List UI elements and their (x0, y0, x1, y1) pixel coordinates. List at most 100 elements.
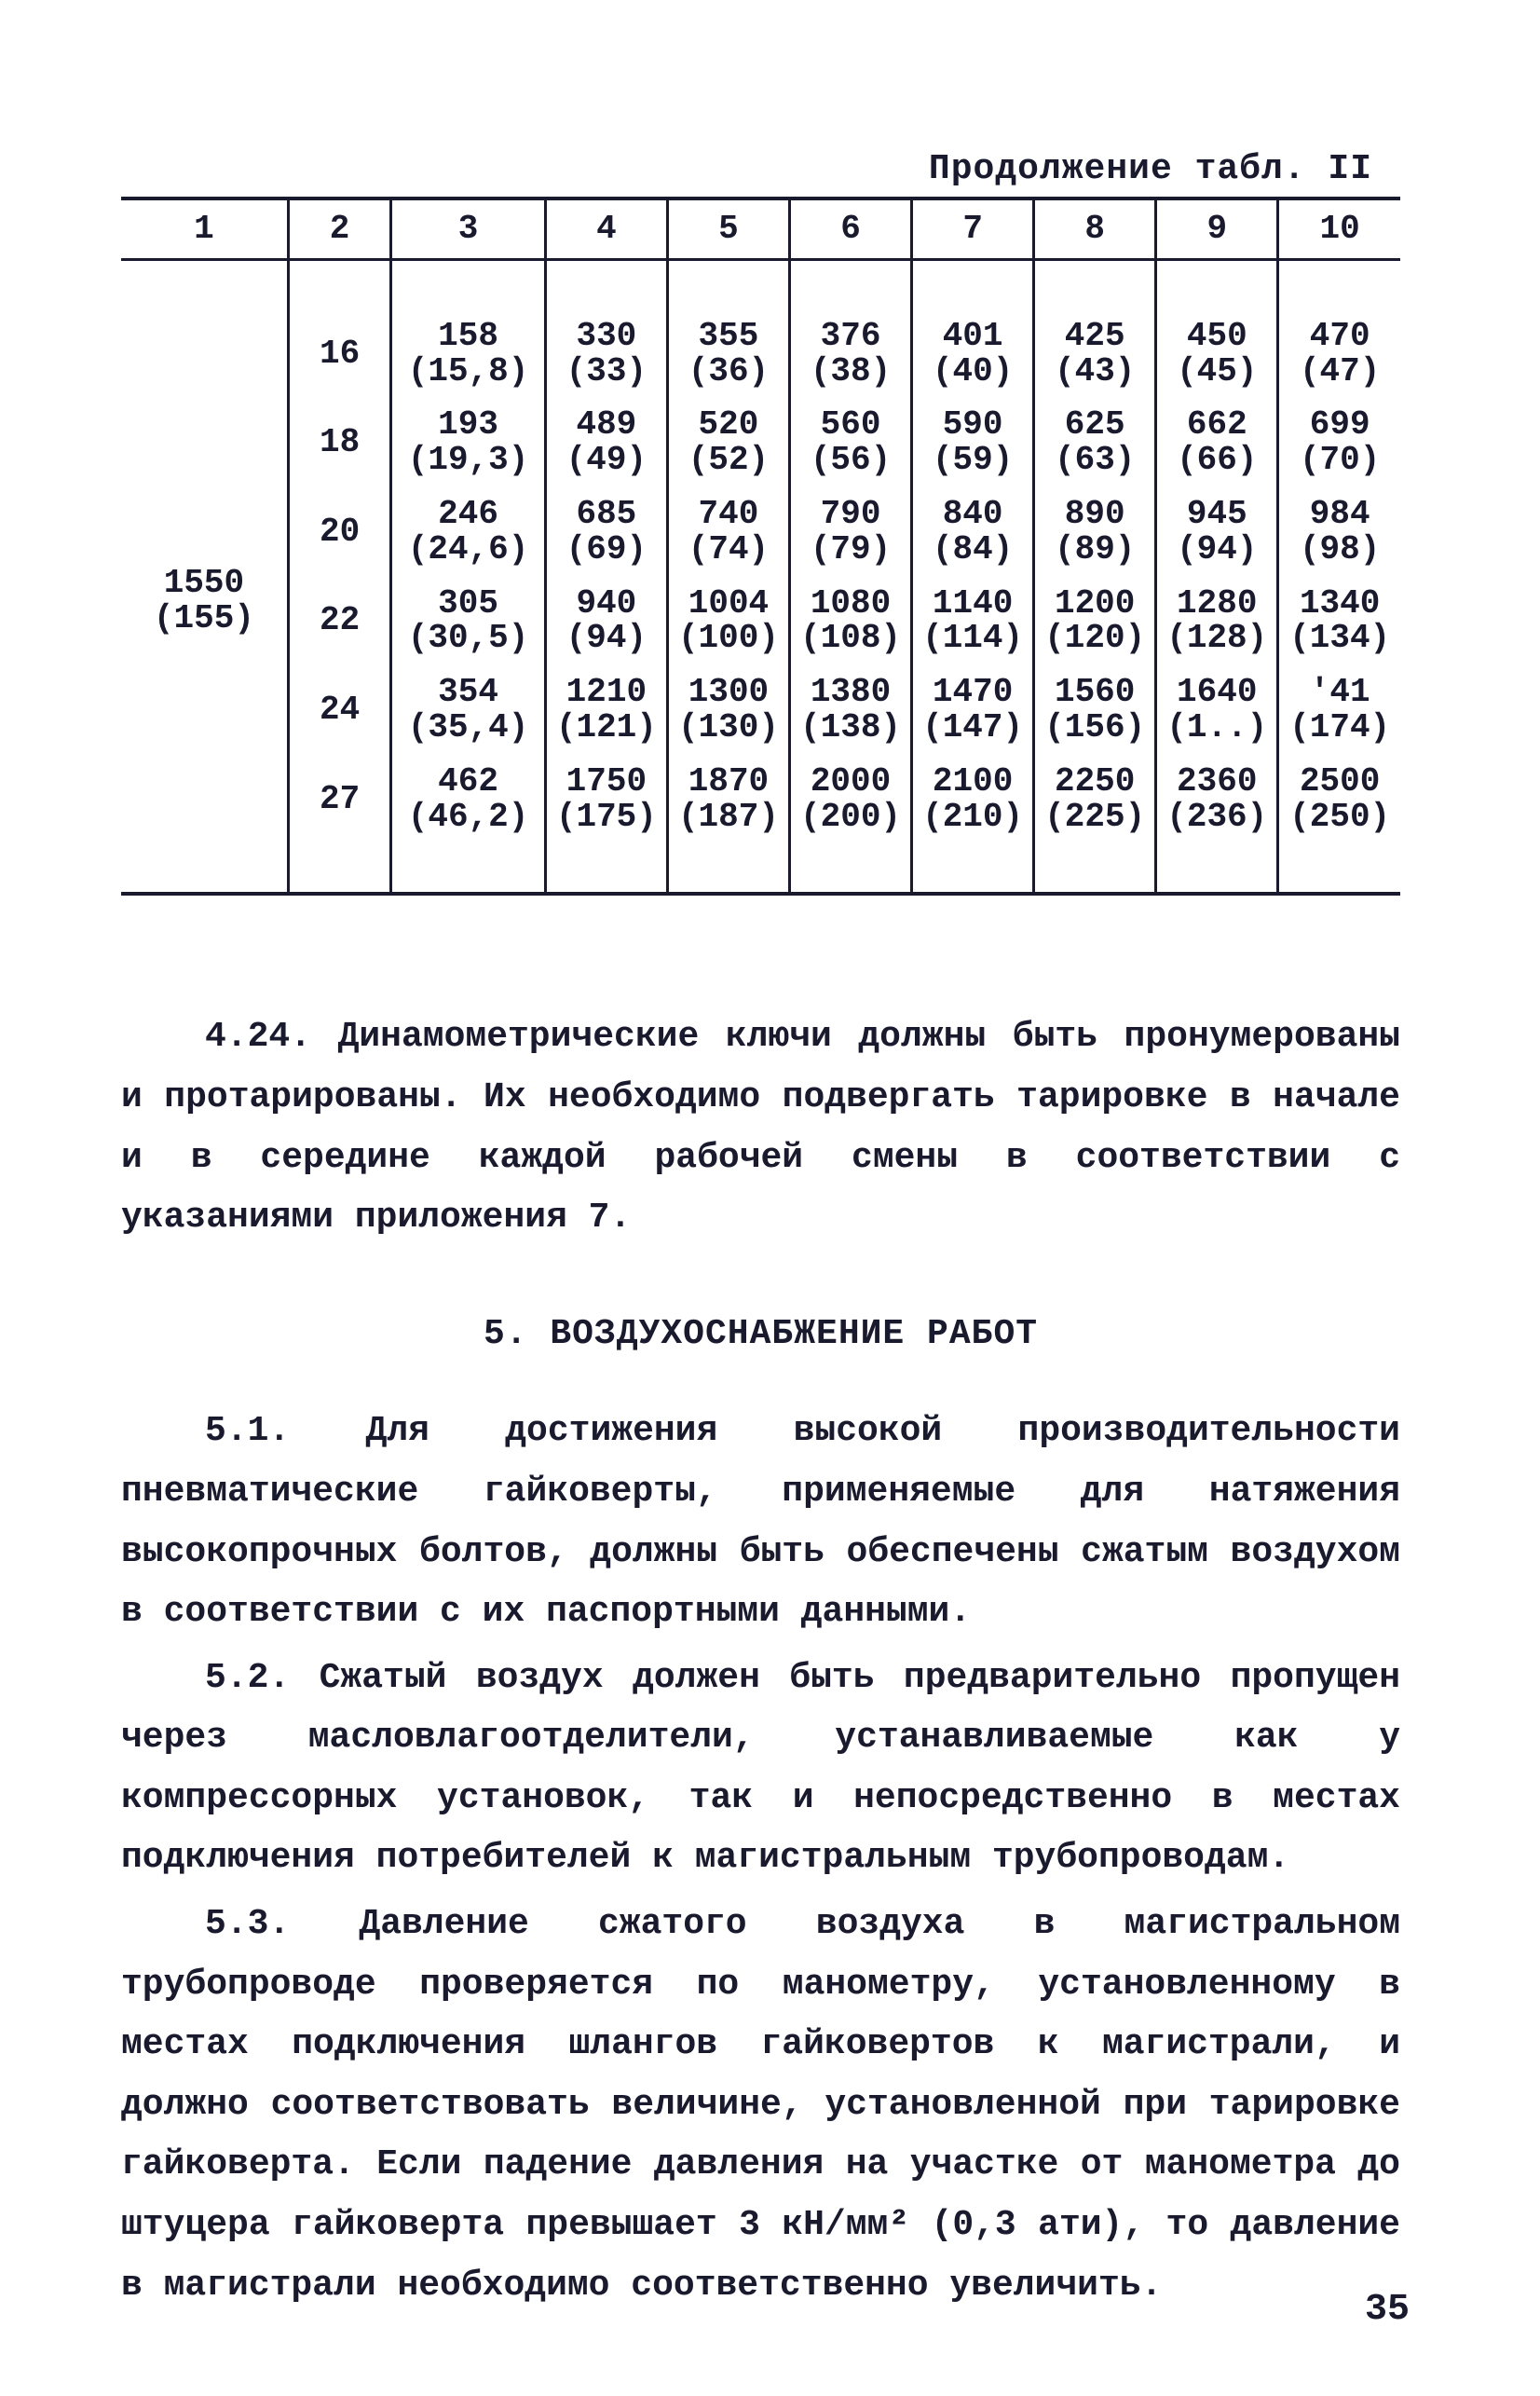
page-number: 35 (1365, 2289, 1410, 2331)
col-header: 9 (1156, 200, 1278, 259)
value-pair: 401(40) (933, 319, 1013, 390)
value-pair: '41(174) (1289, 675, 1390, 746)
value-pair: 1750(175) (556, 764, 657, 835)
value-pair: 193(19,3) (408, 407, 529, 478)
paragraph-5-1: 5.1. Для достижения высокой производител… (121, 1402, 1400, 1642)
col-header: 4 (545, 200, 667, 259)
col-header: 1 (121, 200, 288, 259)
data-cell: 425(43) (1034, 309, 1156, 399)
data-cell: 1080(108) (790, 577, 912, 666)
data-cell: 354(35,4) (391, 665, 546, 755)
value-pair: 940(94) (566, 586, 647, 657)
data-cell: 1140(114) (912, 577, 1034, 666)
body-text: 4.24. Динамометрические ключи должны быт… (121, 1007, 1400, 2316)
data-cell: 1470(147) (912, 665, 1034, 755)
data-cell: 1750(175) (545, 755, 667, 844)
data-table: 1 2 3 4 5 6 7 8 9 10 1550(155)16158(15,8… (121, 200, 1400, 892)
data-cell: 699(70) (1278, 398, 1400, 487)
data-cell: 1280(128) (1156, 577, 1278, 666)
data-cell: 1870(187) (667, 755, 789, 844)
value-pair: 1870(187) (678, 764, 779, 835)
value-pair: 1140(114) (922, 586, 1023, 657)
value-pair: 2000(200) (800, 764, 901, 835)
col-header: 2 (288, 200, 390, 259)
data-cell: 790(79) (790, 487, 912, 577)
value-pair: 354(35,4) (408, 675, 529, 746)
value-pair: 662(66) (1177, 407, 1257, 478)
value-pair: 1340(134) (1289, 586, 1390, 657)
value-pair: 945(94) (1177, 497, 1257, 568)
bottom-rule (121, 892, 1400, 896)
data-cell: 1200(120) (1034, 577, 1156, 666)
value-pair: 376(38) (811, 319, 891, 390)
value-pair: 2500(250) (1289, 764, 1390, 835)
paragraph-4-24: 4.24. Динамометрические ключи должны быт… (121, 1007, 1400, 1248)
value-pair: 685(69) (566, 497, 647, 568)
value-pair: 305(30,5) (408, 586, 529, 657)
data-cell: 355(36) (667, 309, 789, 399)
table-row: 24354(35,4)1210(121)1300(130)1380(138)14… (121, 665, 1400, 755)
data-cell: 740(74) (667, 487, 789, 577)
data-cell: 401(40) (912, 309, 1034, 399)
col-header: 5 (667, 200, 789, 259)
row-group-label: 1550(155) (121, 309, 288, 893)
value-pair: 2360(236) (1166, 764, 1267, 835)
col-header: 3 (391, 200, 546, 259)
paragraph-5-3: 5.3. Давление сжатого воздуха в магистра… (121, 1895, 1400, 2316)
data-cell: 470(47) (1278, 309, 1400, 399)
value-pair: 520(52) (688, 407, 769, 478)
data-cell: 2250(225) (1034, 755, 1156, 844)
col2-value: 16 (288, 309, 390, 399)
value-pair: 840(84) (933, 497, 1013, 568)
col2-value: 18 (288, 398, 390, 487)
value-pair: 1550(155) (154, 566, 254, 637)
table-spacer (121, 259, 1400, 309)
value-pair: 2250(225) (1044, 764, 1145, 835)
value-pair: 790(79) (811, 497, 891, 568)
value-pair: 984(98) (1300, 497, 1380, 568)
data-cell: 625(63) (1034, 398, 1156, 487)
data-cell: 193(19,3) (391, 398, 546, 487)
value-pair: 625(63) (1055, 407, 1135, 478)
data-cell: 840(84) (912, 487, 1034, 577)
value-pair: 246(24,6) (408, 497, 529, 568)
data-cell: 158(15,8) (391, 309, 546, 399)
data-cell: 450(45) (1156, 309, 1278, 399)
value-pair: 1560(156) (1044, 675, 1145, 746)
col-header: 8 (1034, 200, 1156, 259)
data-cell: 1004(100) (667, 577, 789, 666)
col2-value: 27 (288, 755, 390, 844)
data-cell: 376(38) (790, 309, 912, 399)
value-pair: 355(36) (688, 319, 769, 390)
data-cell: 246(24,6) (391, 487, 546, 577)
col2-value: 20 (288, 487, 390, 577)
data-cell: 520(52) (667, 398, 789, 487)
table-row: 22 305(30,5) 940(94) 1004(100) 1080(108) 1140… (121, 577, 1400, 666)
value-pair: 1004(100) (678, 586, 779, 657)
table-row: 27 462(46,2) 1750(175) 1870(187) 2000(200) 21… (121, 755, 1400, 844)
value-pair: 590(59) (933, 407, 1013, 478)
value-pair: 2100(210) (922, 764, 1023, 835)
table-caption: Продолжение табл. II (121, 149, 1372, 189)
data-cell: 2000(200) (790, 755, 912, 844)
col-header: 7 (912, 200, 1034, 259)
data-cell: 1380(138) (790, 665, 912, 755)
value-pair: 425(43) (1055, 319, 1135, 390)
table-spacer (121, 843, 1400, 892)
section-5-title: 5. ВОЗДУХОСНАБЖЕНИЕ РАБОТ (121, 1305, 1400, 1365)
col2-value: 22 (288, 577, 390, 666)
value-pair: 462(46,2) (408, 764, 529, 835)
value-pair: 1280(128) (1166, 586, 1267, 657)
col-header: 6 (790, 200, 912, 259)
table-row: 1550(155)16158(15,8)330(33)355(36)376(38… (121, 309, 1400, 399)
data-cell: 945(94) (1156, 487, 1278, 577)
data-cell: 489(49) (545, 398, 667, 487)
data-cell: 940(94) (545, 577, 667, 666)
value-pair: 1300(130) (678, 675, 779, 746)
value-pair: 330(33) (566, 319, 647, 390)
paragraph-5-2: 5.2. Сжатый воздух должен быть предварит… (121, 1649, 1400, 1889)
value-pair: 1080(108) (800, 586, 901, 657)
data-cell: 2100(210) (912, 755, 1034, 844)
data-cell: 1300(130) (667, 665, 789, 755)
data-cell: 685(69) (545, 487, 667, 577)
